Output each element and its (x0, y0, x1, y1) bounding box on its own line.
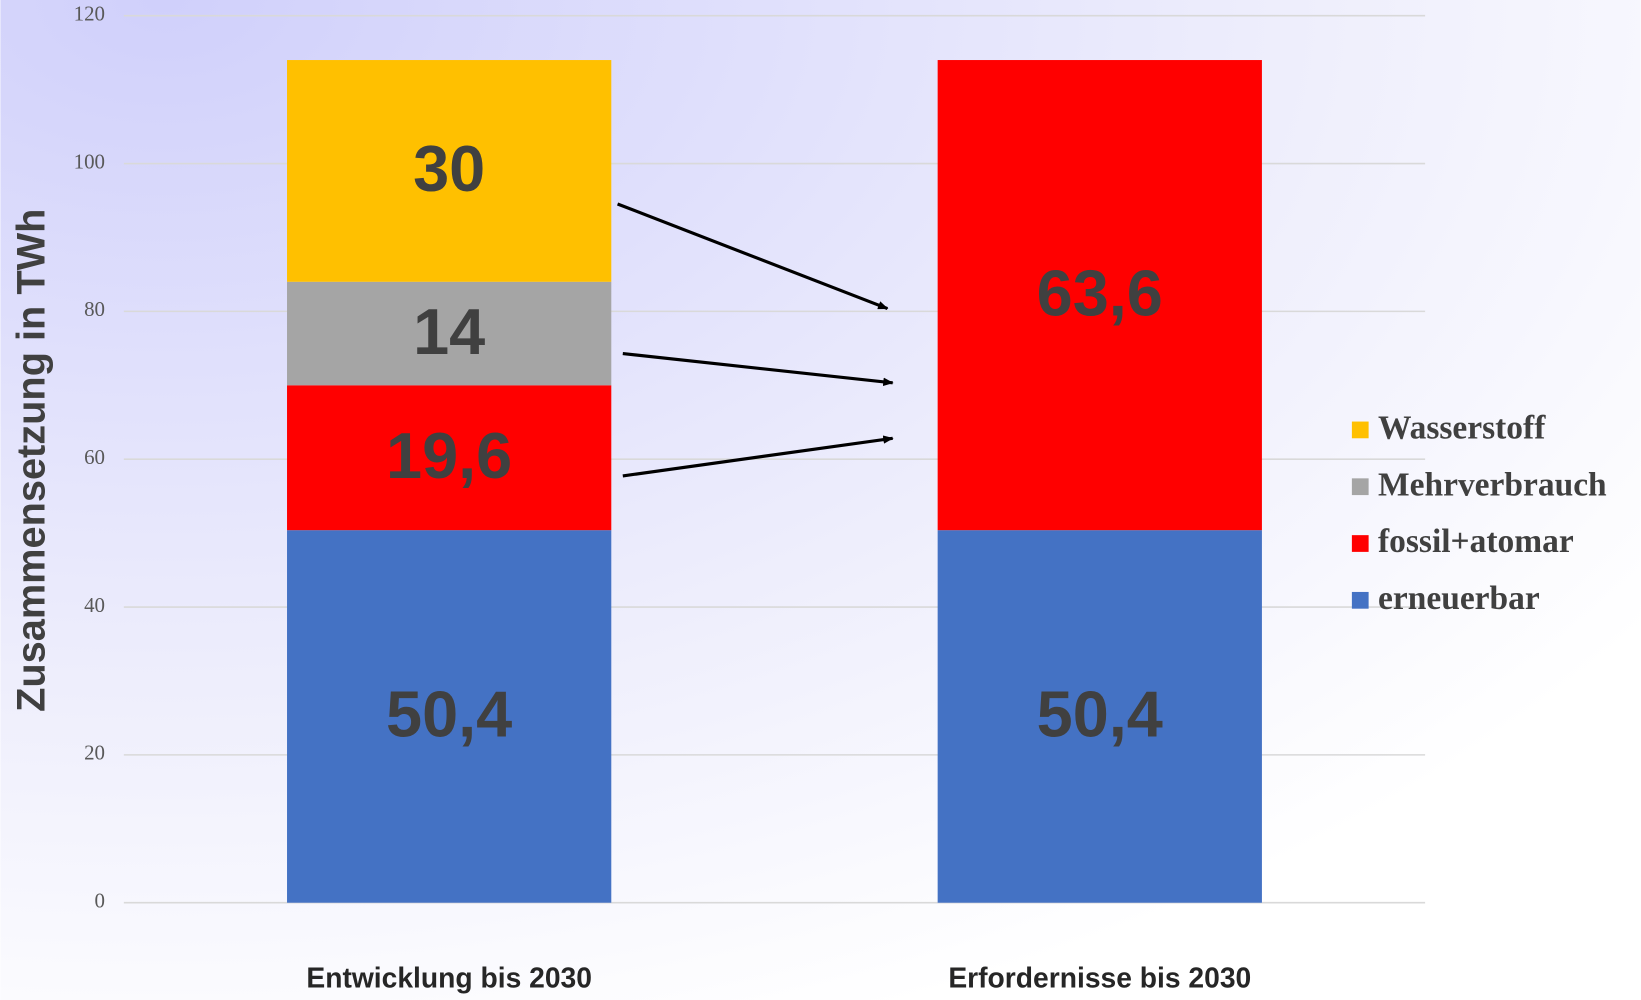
bar-segment (287, 60, 612, 282)
bar-segment (937, 60, 1262, 531)
data-label: 50,4 (386, 678, 512, 751)
legend-swatch (1351, 535, 1369, 552)
bar-segment (937, 530, 1262, 903)
y-tick-label: 0 (95, 889, 105, 913)
data-label: 14 (413, 295, 485, 368)
legend-swatch (1351, 591, 1369, 609)
y-tick-label: 40 (84, 593, 105, 617)
arrows (617, 202, 894, 478)
bar-segment (287, 385, 612, 531)
arrow (622, 435, 894, 478)
y-tick-label: 60 (84, 445, 105, 469)
x-tick-label: Entwicklung bis 2030 (306, 962, 592, 994)
y-tick-label: 20 (84, 741, 105, 765)
arrow (617, 202, 889, 311)
x-tick-label: Erfordernisse bis 2030 (948, 962, 1251, 994)
legend-swatch (1351, 478, 1369, 496)
y-axis-label: Zusammensetzung in TWh (9, 209, 53, 712)
data-label: 19,6 (386, 419, 512, 492)
bars (287, 60, 1262, 903)
bar-segment (287, 281, 612, 386)
y-tick-label: 80 (84, 297, 105, 321)
bar-segment (287, 530, 612, 903)
legend-label: Mehrverbrauch (1378, 466, 1607, 503)
data-label: 50,4 (1037, 678, 1163, 751)
arrow (622, 351, 894, 386)
data-label: 63,6 (1037, 256, 1163, 329)
y-tick-label: 100 (74, 149, 105, 173)
legend-label: Wasserstoff (1378, 410, 1546, 447)
legend-swatch (1351, 421, 1369, 439)
y-tick-label: 120 (74, 1, 105, 25)
legend-label: fossil+atomar (1378, 523, 1574, 560)
legend-label: erneuerbar (1378, 580, 1540, 617)
data-label: 30 (413, 132, 485, 205)
